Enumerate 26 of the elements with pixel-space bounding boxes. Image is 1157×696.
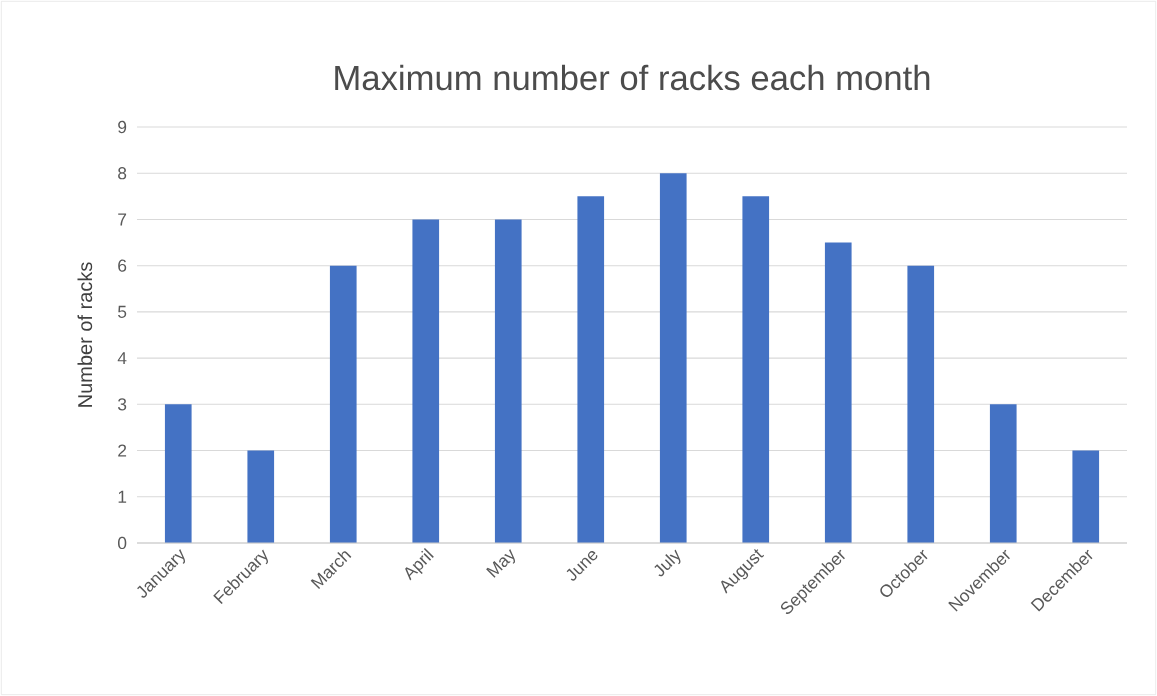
bar	[164, 404, 192, 543]
bar	[329, 265, 357, 543]
y-tick-label: 2	[118, 444, 127, 457]
y-tick-label: 7	[118, 213, 127, 226]
y-tick-label: 1	[118, 490, 127, 503]
bar	[907, 265, 935, 543]
bar	[742, 196, 770, 543]
x-tick-label: July	[654, 549, 681, 577]
bar	[824, 242, 852, 543]
y-tick-label: 8	[118, 167, 127, 180]
bar	[659, 173, 687, 543]
y-tick-label: 5	[118, 305, 127, 318]
y-tick-label: 4	[117, 352, 127, 365]
bar	[577, 196, 605, 543]
bar	[494, 219, 522, 543]
y-tick-label: 0	[118, 536, 127, 550]
y-tick-label: 3	[118, 398, 127, 411]
bar	[412, 219, 440, 543]
y-axis-title: Number of racks	[77, 262, 93, 407]
y-tick-label: 9	[118, 120, 127, 134]
bar	[1072, 450, 1100, 543]
chart-title: Maximum number of racks each month	[335, 64, 930, 91]
y-tick-label: 6	[118, 259, 127, 272]
bar	[247, 450, 275, 543]
x-tick-label: May	[486, 549, 516, 578]
bar	[989, 404, 1017, 543]
